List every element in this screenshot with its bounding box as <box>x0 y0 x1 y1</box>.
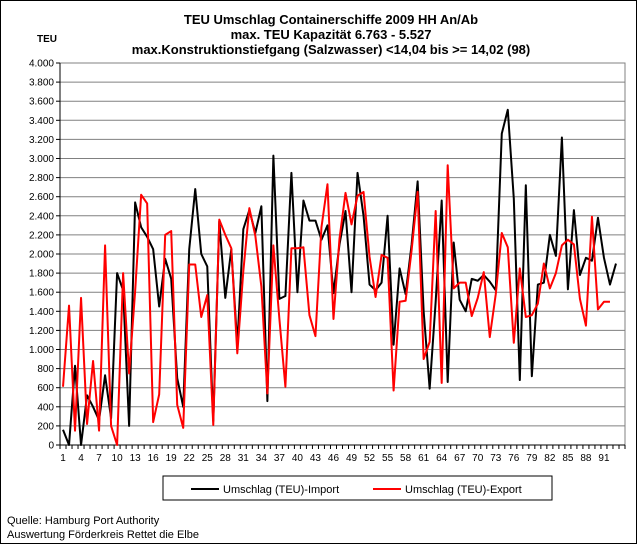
x-tick-label: 88 <box>580 453 592 464</box>
x-tick-label: 46 <box>328 453 340 464</box>
x-tick-label: 70 <box>472 453 484 464</box>
y-tick-label: 2.400 <box>29 211 54 222</box>
legend-label-import: Umschlag (TEU)-Import <box>223 484 339 496</box>
x-tick-label: 34 <box>256 453 268 464</box>
y-tick-label: 200 <box>37 421 54 432</box>
y-tick-label: 2.200 <box>29 230 54 241</box>
series-line-export <box>62 164 610 446</box>
x-tick-label: 79 <box>526 453 538 464</box>
x-tick-label: 82 <box>544 453 556 464</box>
x-tick-label: 52 <box>364 453 376 464</box>
y-tick-label: 600 <box>37 383 54 394</box>
chart-subtitle-1: max. TEU Kapazität 6.763 - 5.527 <box>231 27 432 42</box>
y-axis-ticks: 0 200 400 600 800 1.000 1.200 1.400 1.600 1.800 2.… <box>29 59 61 452</box>
chart-subtitle-2: max.Konstruktionstiefgang (Salzwasser) <… <box>132 42 530 57</box>
x-tick-label: 31 <box>238 453 250 464</box>
y-tick-label: 1.800 <box>29 269 54 280</box>
y-tick-label: 3.400 <box>29 116 54 127</box>
x-tick-label: 61 <box>418 453 430 464</box>
x-tick-label: 76 <box>508 453 520 464</box>
y-tick-label: 1.600 <box>29 288 54 299</box>
y-tick-label: 1.400 <box>29 307 54 318</box>
x-tick-label: 19 <box>166 453 178 464</box>
y-tick-label: 3.200 <box>29 135 54 146</box>
y-tick-label: 4.000 <box>29 59 54 70</box>
y-axis-unit-label: TEU <box>37 34 57 45</box>
legend-box <box>162 475 553 501</box>
y-tick-label: 2.600 <box>29 192 54 203</box>
legend-label-export: Umschlag (TEU)-Export <box>405 484 522 496</box>
x-tick-label: 91 <box>598 453 610 464</box>
x-tick-label: 22 <box>184 453 196 464</box>
x-tick-label: 16 <box>148 453 160 464</box>
x-tick-label: 4 <box>78 453 84 464</box>
source-line-1: Quelle: Hamburg Port Authority <box>7 515 160 527</box>
x-tick-label: 1 <box>60 453 66 464</box>
x-tick-label: 25 <box>202 453 214 464</box>
x-tick-label: 64 <box>436 453 448 464</box>
x-tick-label: 49 <box>346 453 358 464</box>
x-tick-label: 7 <box>96 453 102 464</box>
y-tick-label: 3.800 <box>29 78 54 89</box>
x-tick-label: 28 <box>220 453 232 464</box>
y-tick-label: 2.800 <box>29 173 54 184</box>
y-tick-label: 2.000 <box>29 250 54 261</box>
y-tick-label: 1.200 <box>29 326 54 337</box>
y-tick-label: 3.000 <box>29 154 54 165</box>
y-tick-label: 400 <box>37 402 54 413</box>
x-tick-label: 43 <box>310 453 322 464</box>
x-tick-label: 37 <box>274 453 286 464</box>
x-axis-ticks: 1 4 7 10 13 16 19 22 25 28 31 34 37 40 43 46 49 52 55 58 61 6… <box>59 444 626 464</box>
legend: Umschlag (TEU)-Import Umschlag (TEU)-Exp… <box>162 475 553 501</box>
x-tick-label: 85 <box>562 453 574 464</box>
x-tick-label: 10 <box>112 453 124 464</box>
series-lines <box>62 108 617 446</box>
x-tick-label: 55 <box>382 453 394 464</box>
x-tick-label: 73 <box>490 453 502 464</box>
x-tick-label: 40 <box>292 453 304 464</box>
y-tick-label: 800 <box>37 364 54 375</box>
x-tick-label: 13 <box>130 453 142 464</box>
source-line-2: Auswertung Förderkreis Rettet die Elbe <box>7 529 199 541</box>
chart-title: TEU Umschlag Containerschiffe 2009 HH An… <box>184 12 478 27</box>
y-tick-label: 1.000 <box>29 345 54 356</box>
x-tick-label: 58 <box>400 453 412 464</box>
y-tick-label: 3.600 <box>29 97 54 108</box>
x-tick-label: 67 <box>454 453 466 464</box>
y-tick-label: 0 <box>48 441 54 452</box>
